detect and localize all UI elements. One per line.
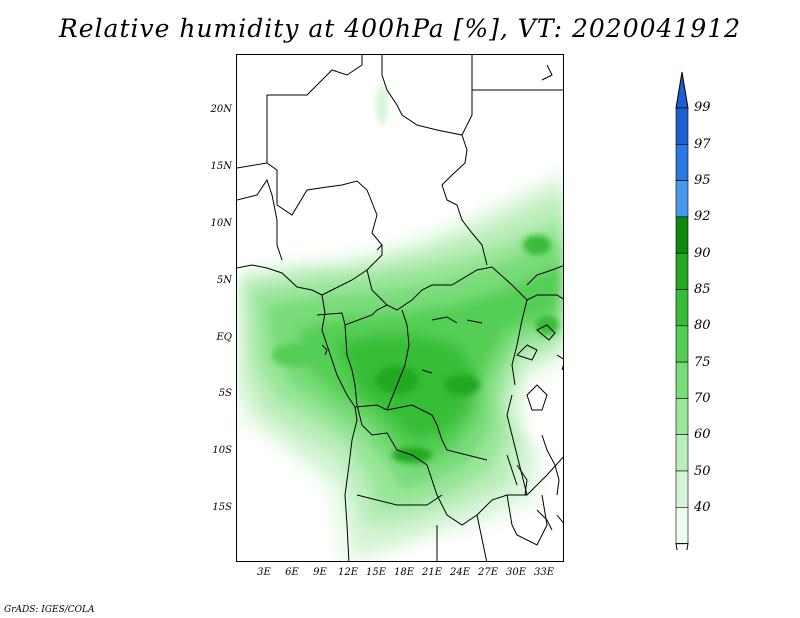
- colorbar-label-75: 75: [694, 355, 711, 370]
- colorbar-label-50: 50: [694, 464, 711, 479]
- map-title: Relative humidity at 400hPa [%], VT: 202…: [58, 14, 742, 43]
- colorbar: [675, 71, 689, 550]
- lon-label-18e: 18E: [393, 567, 415, 578]
- lon-label-12e: 12E: [337, 567, 359, 578]
- lat-label-10s: 10S: [212, 445, 232, 456]
- lon-label-15e: 15E: [365, 567, 387, 578]
- colorbar-label-90: 90: [694, 246, 711, 261]
- coastlines-borders: [237, 55, 563, 561]
- lon-label-3e: 3E: [257, 567, 271, 578]
- colorbar-label-80: 80: [694, 318, 711, 333]
- lon-label-33e: 33E: [533, 567, 555, 578]
- lon-label-21e: 21E: [421, 567, 443, 578]
- lat-label-5n: 5N: [216, 275, 232, 286]
- colorbar-segment: [675, 289, 689, 327]
- colorbar-segment: [675, 107, 689, 145]
- lon-label-30e: 30E: [505, 567, 527, 578]
- lon-label-27e: 27E: [477, 567, 499, 578]
- colorbar-bottom-arrow: [675, 543, 689, 550]
- lat-label-5s: 5S: [218, 388, 232, 399]
- lat-label-20n: 20N: [210, 104, 232, 115]
- colorbar-label-92: 92: [694, 209, 711, 224]
- colorbar-segment: [675, 398, 689, 435]
- colorbar-segment: [675, 361, 689, 399]
- colorbar-segment: [675, 470, 689, 508]
- lon-label-9e: 9E: [313, 567, 327, 578]
- colorbar-segment: [675, 180, 689, 218]
- colorbar-label-70: 70: [694, 391, 711, 406]
- colorbar-segment: [675, 216, 689, 254]
- colorbar-segment: [675, 434, 689, 472]
- colorbar-segment: [675, 252, 689, 290]
- lon-label-6e: 6E: [285, 567, 299, 578]
- colorbar-segment: [675, 144, 689, 181]
- lat-label-10n: 10N: [210, 218, 232, 229]
- humidity-shading: [237, 166, 563, 561]
- lat-label-15s: 15S: [212, 502, 232, 513]
- lat-label-eq: EQ: [216, 332, 233, 343]
- colorbar-label-40: 40: [694, 500, 711, 515]
- colorbar-segment: [675, 325, 689, 363]
- colorbar-label-97: 97: [694, 137, 711, 152]
- colorbar-label-99: 99: [694, 100, 711, 115]
- map-panel: [236, 54, 564, 562]
- lon-label-24e: 24E: [449, 567, 471, 578]
- lat-label-15n: 15N: [210, 161, 232, 172]
- humidity-peaks: [272, 85, 559, 463]
- colorbar-top-arrow: [675, 71, 689, 109]
- colorbar-segment: [675, 506, 689, 544]
- colorbar-label-60: 60: [694, 427, 711, 442]
- colorbar-label-95: 95: [694, 173, 711, 188]
- colorbar-label-85: 85: [694, 282, 711, 297]
- humidity-map: [237, 55, 563, 561]
- grads-credit: GrADS: IGES/COLA: [4, 605, 95, 615]
